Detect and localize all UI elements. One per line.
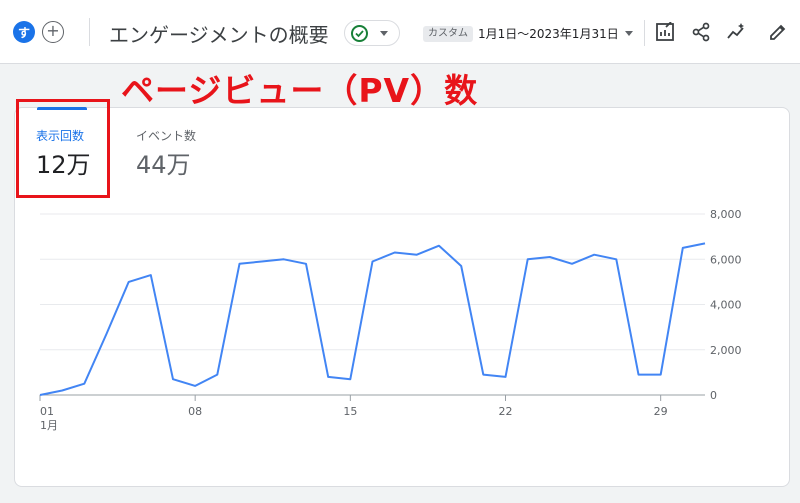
x-tick-label: 15 [343,405,357,418]
y-tick-label: 8,000 [710,208,742,221]
add-icon[interactable]: + [42,21,64,43]
insights-icon[interactable] [727,22,747,42]
y-tick-label: 4,000 [710,299,742,312]
y-tick-label: 0 [710,389,717,402]
tab-views-label[interactable]: 表示回数 [36,129,85,143]
y-tick-label: 2,000 [710,344,742,357]
page-title: エンゲージメントの概要 [109,23,329,47]
divider [89,18,90,46]
annotation-label: ページビュー（PV）数 [121,71,479,110]
edit-icon[interactable] [768,22,788,42]
x-tick-label: 29 [654,405,668,418]
y-tick-label: 6,000 [710,253,742,266]
check-circle-icon [351,25,368,42]
status-dropdown[interactable] [344,20,400,46]
x-tick-label: 08 [188,405,202,418]
x-tick-label: 01 [40,405,54,418]
date-range-type-chip: カスタム [423,26,473,42]
tab-events-label[interactable]: イベント数 [136,129,197,143]
top-bar: す + エンゲージメントの概要 カスタム 1月1日～2023年1月31日 [0,0,800,64]
tab-events-value[interactable]: 44万 [136,151,191,179]
date-range-caret-icon[interactable] [625,31,633,36]
x-month-label: 1月 [40,419,58,432]
annotation-highlight-box [16,99,110,198]
series-line [39,242,706,396]
chevron-down-icon [380,31,388,36]
avatar[interactable]: す [13,21,35,43]
share-icon[interactable] [691,22,711,42]
divider [644,20,645,46]
tab-views-value[interactable]: 12万 [36,151,91,179]
date-range-picker[interactable]: 1月1日～2023年1月31日 [478,27,619,41]
active-tab-indicator [37,107,87,110]
metric-card [14,107,790,487]
chart-edit-icon[interactable] [655,22,675,42]
x-tick-label: 22 [499,405,513,418]
